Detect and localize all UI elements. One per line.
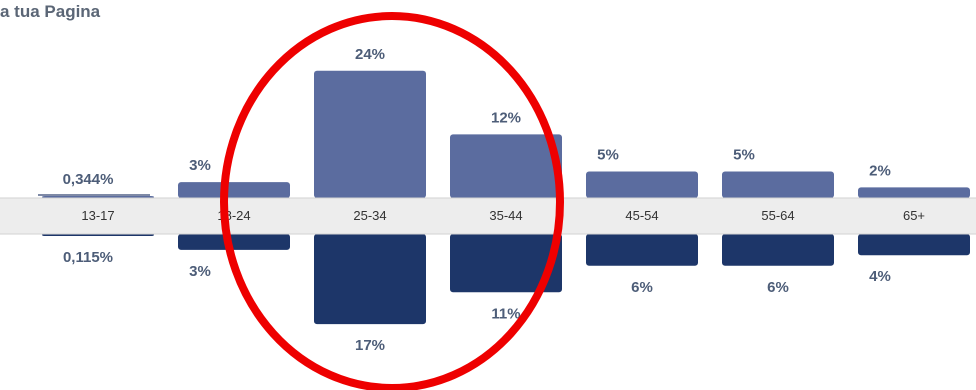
bottom-value-label: 3% (189, 263, 211, 280)
bottom-bar-25-34 (314, 234, 426, 325)
top-value-label: 0,344% (63, 171, 114, 188)
top-bar-35-44 (450, 134, 562, 198)
tick-label: 55-64 (761, 208, 794, 223)
bottom-value-label: 6% (631, 279, 653, 296)
highlight-ellipse (220, 12, 564, 390)
top-bar-55-64 (722, 171, 834, 198)
top-bar-18-24 (178, 182, 290, 198)
bottom-value-label: 4% (869, 268, 891, 285)
chart-title: a tua Pagina (0, 2, 101, 21)
bottom-value-label: 0,115% (63, 249, 113, 266)
top-value-label: 2% (869, 162, 891, 179)
top-value-label: 3% (189, 157, 211, 174)
data-labels: 0,344% 0,115% 3% 3% 24% 17% 12% 11% 5% 6% 5% 6% 2% 4% (63, 46, 891, 354)
tick-label: 25-34 (353, 208, 386, 223)
bottom-value-label: 6% (767, 279, 789, 296)
tick-label: 35-44 (489, 208, 522, 223)
top-bar-65+ (858, 187, 970, 198)
tick-label: 13-17 (81, 208, 114, 223)
category-axis-band (0, 197, 976, 235)
top-series-bars (38, 70, 970, 198)
bottom-series-bars (42, 234, 970, 325)
top-bar-25-34 (314, 70, 426, 198)
bottom-bar-55-64 (722, 234, 834, 266)
bottom-bar-45-54 (586, 234, 698, 266)
top-value-label: 5% (597, 147, 619, 164)
top-value-label: 12% (491, 109, 521, 126)
top-value-label: 5% (733, 147, 755, 164)
tick-label: 45-54 (625, 208, 658, 223)
top-value-label: 24% (355, 46, 385, 63)
bottom-bar-18-24 (178, 234, 290, 250)
bottom-value-label: 11% (491, 305, 520, 322)
bottom-value-label: 17% (355, 337, 385, 354)
top-bar-45-54 (586, 171, 698, 198)
bottom-bar-65+ (858, 234, 970, 256)
bottom-bar-35-44 (450, 234, 562, 293)
tick-label: 65+ (903, 208, 925, 223)
